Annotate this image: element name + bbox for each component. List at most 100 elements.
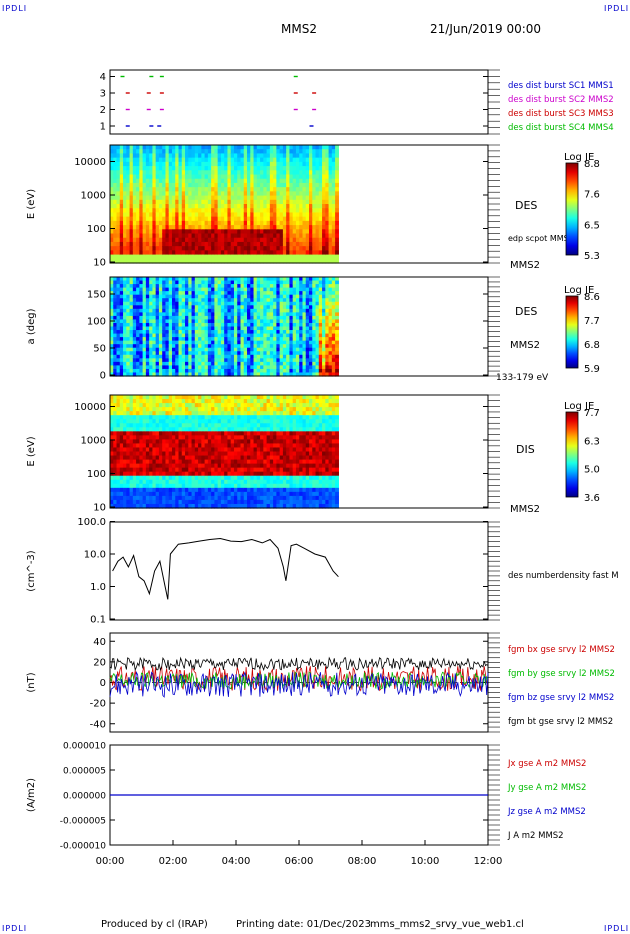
heatmap-cell [110,354,114,359]
heatmap-cell [214,351,219,356]
heatmap-cell [250,178,255,184]
heatmap-cell [217,291,222,296]
heatmap-cell [247,333,251,338]
heatmap-cell [230,337,235,342]
heatmap-cell [207,499,212,505]
heatmap-cell [322,322,326,328]
heatmap-cell [132,447,137,453]
heatmap-cell [315,246,320,251]
heatmap-cell [116,284,121,289]
heatmap-cell [132,459,137,465]
heatmap-cell [266,157,271,163]
heatmap-cell [136,237,140,243]
heatmap-cell [266,294,271,299]
heatmap-cell [289,301,294,306]
heatmap-cell [119,157,124,163]
heatmap-cell [191,301,196,306]
heatmap-cell [217,258,222,264]
heatmap-cell [335,372,339,377]
heatmap-cell [165,351,170,356]
heatmap-cell [217,301,222,306]
heatmap-cell [171,319,176,324]
heatmap-cell [185,204,189,209]
heatmap-cell [116,439,121,445]
heatmap-cell [211,161,215,167]
heatmap-cell [207,344,212,349]
heatmap-cell [168,419,173,424]
heatmap-cell [256,199,261,205]
heatmap-cell [201,439,206,445]
heatmap-cell [188,315,193,321]
heatmap-cell [230,258,235,264]
heatmap-cell [191,491,196,497]
heatmap-cell [145,220,150,226]
heatmap-cell [175,467,180,473]
heatmap-cell [158,157,163,163]
heatmap-cell [282,254,287,260]
heatmap-cell [119,358,124,363]
heatmap-cell [269,358,274,363]
heatmap-cell [217,212,222,218]
heatmap-cell [129,471,134,477]
heatmap-cell [233,284,238,289]
heatmap-cell [282,233,287,239]
heatmap-cell [220,250,225,256]
heatmap-cell [220,315,225,321]
heatmap-cell [211,153,215,159]
heatmap-cell [217,365,222,370]
heatmap-cell [185,178,189,184]
heatmap-cell [168,170,173,176]
heatmap-cell [185,161,189,167]
heatmap-cell [263,340,268,345]
heatmap-cell [188,225,193,230]
heatmap-cell [110,358,114,363]
heatmap-cell [181,277,186,282]
heatmap-cell [289,305,294,310]
heatmap-cell [152,208,157,214]
heatmap-cell [260,225,264,230]
heatmap-cell [113,161,118,167]
heatmap-cell [158,354,163,359]
heatmap-cell [331,208,336,214]
heatmap-cell [240,250,245,256]
heatmap-cell [207,495,212,501]
heatmap-cell [207,455,212,461]
heatmap-cell [204,182,209,188]
heatmap-cell [309,340,313,345]
heatmap-cell [185,287,189,292]
heatmap-cell [328,246,333,251]
heatmap-cell [191,305,196,310]
heatmap-cell [175,483,180,489]
heatmap-cell [139,241,144,247]
heatmap-cell [178,204,183,209]
heatmap-cell [119,330,124,335]
heatmap-cell [331,344,336,349]
heatmap-cell [142,447,147,453]
heatmap-cell [299,333,304,338]
heatmap-cell [243,319,248,324]
heatmap-cell [136,308,140,313]
heatmap-cell [269,365,274,370]
heatmap-cell [110,208,114,214]
heatmap-cell [158,372,163,377]
heatmap-cell [237,358,242,363]
heatmap-cell [171,407,176,412]
heatmap-cell [188,427,193,432]
heatmap-cell [237,161,242,167]
heatmap-cell [295,237,300,243]
heatmap-cell [165,347,170,352]
heatmap-cell [110,365,114,370]
heatmap-cell [188,358,193,363]
heatmap-cell [119,347,124,352]
heatmap-cell [181,170,186,176]
heatmap-cell [162,479,167,485]
heatmap-cell [247,308,251,313]
heatmap-cell [129,415,134,420]
heatmap-cell [201,305,206,310]
heatmap-cell [123,354,127,359]
heatmap-cell [243,157,248,163]
heatmap-cell [230,246,235,251]
heatmap-cell [263,291,268,296]
heatmap-cell [263,229,268,235]
heatmap-cell [217,337,222,342]
